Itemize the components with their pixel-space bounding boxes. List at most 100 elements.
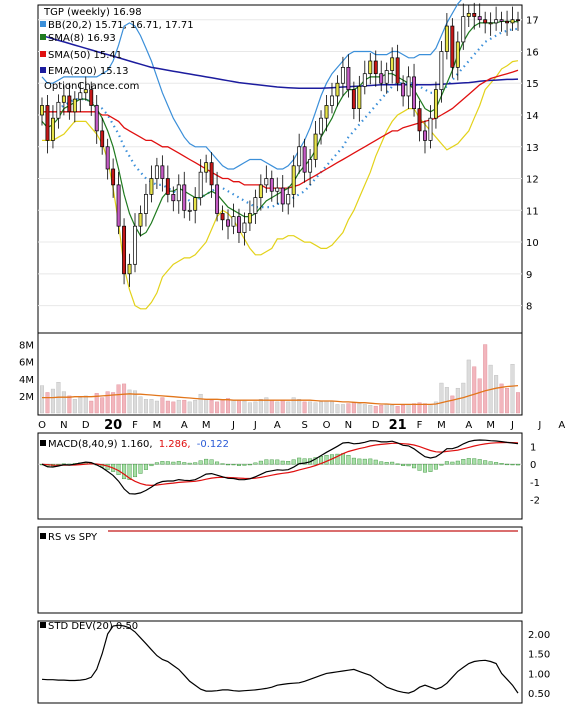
macd-histogram-bar bbox=[510, 463, 515, 466]
macd-histogram-bar bbox=[494, 462, 499, 465]
x-axis-label: M bbox=[153, 420, 162, 431]
legend-sma50: SMA(50) 15.41 bbox=[48, 50, 122, 61]
volume-bar bbox=[258, 399, 263, 414]
price-candle bbox=[220, 205, 225, 231]
volume-bar bbox=[171, 401, 176, 414]
price-candle bbox=[357, 75, 362, 122]
candle-body bbox=[258, 184, 263, 198]
macd-histogram-bar bbox=[368, 458, 373, 465]
candle-body bbox=[286, 194, 291, 205]
candle-body bbox=[472, 13, 477, 17]
candle-body bbox=[516, 19, 520, 22]
macd-histogram-bar bbox=[401, 463, 406, 467]
volume-bar bbox=[368, 405, 373, 414]
candle-body bbox=[466, 13, 471, 17]
price-candle bbox=[144, 183, 148, 227]
volume-bar bbox=[439, 382, 444, 414]
std-label: STD DEV(20) 0.50 bbox=[48, 621, 138, 632]
price-candle bbox=[176, 174, 181, 214]
volume-bar bbox=[78, 397, 83, 414]
candle-body bbox=[346, 67, 351, 90]
candle-body bbox=[362, 73, 367, 87]
macd-histogram-bar bbox=[357, 458, 362, 465]
volume-bar bbox=[94, 393, 99, 414]
price-candle bbox=[182, 171, 187, 219]
price-candle bbox=[444, 13, 449, 60]
volume-bar bbox=[357, 403, 362, 414]
macd-histogram-bar bbox=[362, 458, 367, 465]
volume-bar bbox=[505, 387, 510, 414]
price-candle bbox=[494, 6, 499, 31]
macd-histogram-bar bbox=[313, 457, 318, 465]
candle-body bbox=[313, 133, 318, 160]
candle-body bbox=[165, 178, 170, 195]
price-y-tick: 16 bbox=[526, 47, 539, 58]
volume-bar bbox=[455, 387, 460, 414]
volume-bar bbox=[138, 396, 143, 414]
price-candle bbox=[226, 209, 230, 240]
macd-histogram-bar bbox=[373, 459, 378, 465]
x-axis-label: A bbox=[181, 420, 188, 431]
price-candle bbox=[116, 171, 121, 235]
x-axis-label: O bbox=[38, 420, 46, 431]
candle-body bbox=[373, 60, 378, 75]
candle-body bbox=[406, 76, 411, 97]
price-candle bbox=[461, 3, 466, 50]
candle-body bbox=[45, 105, 50, 141]
volume-bar bbox=[149, 399, 154, 414]
price-candle bbox=[78, 82, 83, 113]
candle-body bbox=[450, 25, 455, 68]
volume-bar bbox=[450, 395, 455, 414]
volume-bar bbox=[116, 384, 121, 414]
volume-y-tick: 2M bbox=[19, 392, 34, 403]
volume-bar bbox=[351, 402, 356, 414]
price-candle bbox=[89, 81, 94, 116]
candle-body bbox=[439, 51, 444, 90]
macd-histogram-bar bbox=[379, 461, 384, 465]
price-candle bbox=[127, 253, 132, 287]
volume-bar bbox=[433, 401, 438, 414]
macd-histogram-bar bbox=[450, 461, 455, 465]
candle-body bbox=[144, 194, 148, 214]
macd-histogram-bar bbox=[505, 463, 510, 466]
rs-legend-swatch bbox=[40, 533, 46, 539]
macd-histogram-bar bbox=[154, 462, 159, 465]
macd-histogram-bar bbox=[461, 459, 466, 465]
volume-bar bbox=[412, 403, 417, 414]
macd-histogram-bar bbox=[165, 461, 170, 465]
candle-body bbox=[335, 82, 340, 97]
volume-bar bbox=[198, 393, 203, 414]
macd-histogram-bar bbox=[143, 463, 148, 470]
macd-histogram-bar bbox=[231, 463, 236, 466]
macd-histogram-bar bbox=[286, 461, 291, 465]
volume-bar bbox=[45, 392, 50, 414]
price-candle bbox=[472, 2, 477, 30]
candle-body bbox=[401, 82, 406, 97]
price-candle bbox=[209, 152, 214, 198]
volume-panel-frame bbox=[37, 332, 523, 416]
candle-body bbox=[280, 187, 285, 205]
price-candle bbox=[406, 66, 411, 109]
volume-bar bbox=[133, 390, 138, 414]
price-candle bbox=[455, 31, 460, 81]
macd-histogram-bar bbox=[444, 461, 449, 465]
candle-body bbox=[138, 213, 143, 227]
candle-body bbox=[209, 162, 214, 186]
candle-body bbox=[193, 197, 198, 211]
price-candle bbox=[133, 213, 137, 273]
volume-bar bbox=[444, 387, 449, 414]
candle-body bbox=[461, 16, 466, 43]
macd-histogram-bar bbox=[351, 457, 356, 465]
macd-histogram-bar bbox=[340, 453, 345, 465]
volume-bar bbox=[373, 405, 378, 414]
price-y-ticks: 8 9 10 11 12 13 14 15 16 17 bbox=[526, 16, 539, 313]
legend-sma8: SMA(8) 16.93 bbox=[48, 33, 116, 44]
x-axis-label: A bbox=[274, 420, 281, 431]
candle-body bbox=[275, 187, 280, 192]
volume-bar bbox=[176, 399, 181, 414]
volume-bar bbox=[329, 401, 334, 414]
candle-body bbox=[505, 20, 510, 24]
x-axis-label: J bbox=[510, 420, 514, 431]
std-panel-frame bbox=[37, 620, 523, 704]
price-candle bbox=[423, 120, 427, 154]
